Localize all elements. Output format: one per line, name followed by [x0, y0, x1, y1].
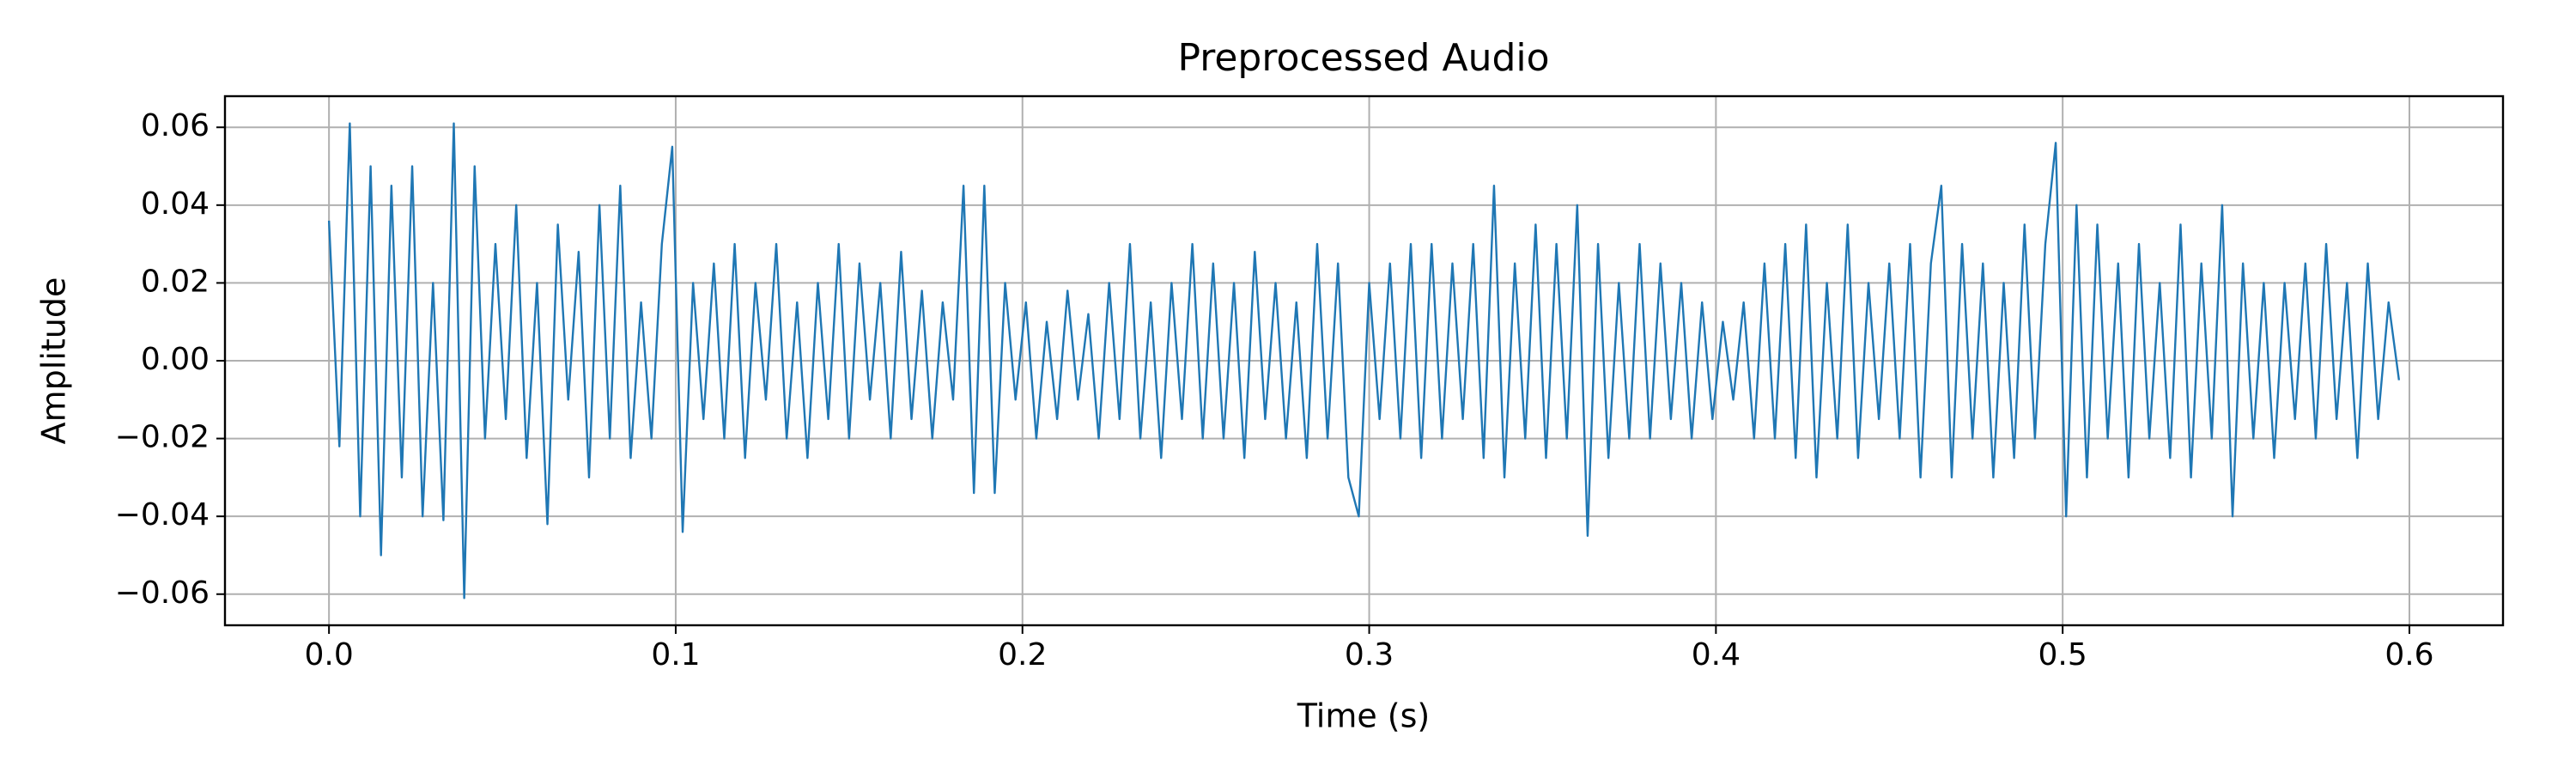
x-tick-label: 0.1	[651, 637, 700, 673]
y-tick-label: 0.02	[141, 264, 210, 299]
y-tick-label: −0.02	[115, 420, 210, 455]
x-tick-label: 0.3	[1345, 637, 1394, 673]
x-tick-label: 0.4	[1692, 637, 1741, 673]
signal-line	[327, 122, 2401, 600]
y-tick-label: 0.00	[141, 342, 210, 377]
x-axis-label: Time (s)	[1297, 697, 1431, 735]
x-tick-label: 0.6	[2385, 637, 2433, 673]
y-axis-label: Amplitude	[35, 277, 73, 445]
y-tick-label: 0.06	[141, 108, 210, 143]
x-tick-label: 0.2	[998, 637, 1047, 673]
y-tick-label: 0.04	[141, 186, 210, 222]
x-tick-label: 0.0	[305, 637, 354, 673]
plot-frame	[223, 94, 2505, 627]
x-tick-label: 0.5	[2038, 637, 2087, 673]
chart-title: Preprocessed Audio	[1177, 36, 1549, 80]
y-tick-label: −0.06	[115, 575, 210, 611]
y-tick-label: −0.04	[115, 497, 210, 533]
